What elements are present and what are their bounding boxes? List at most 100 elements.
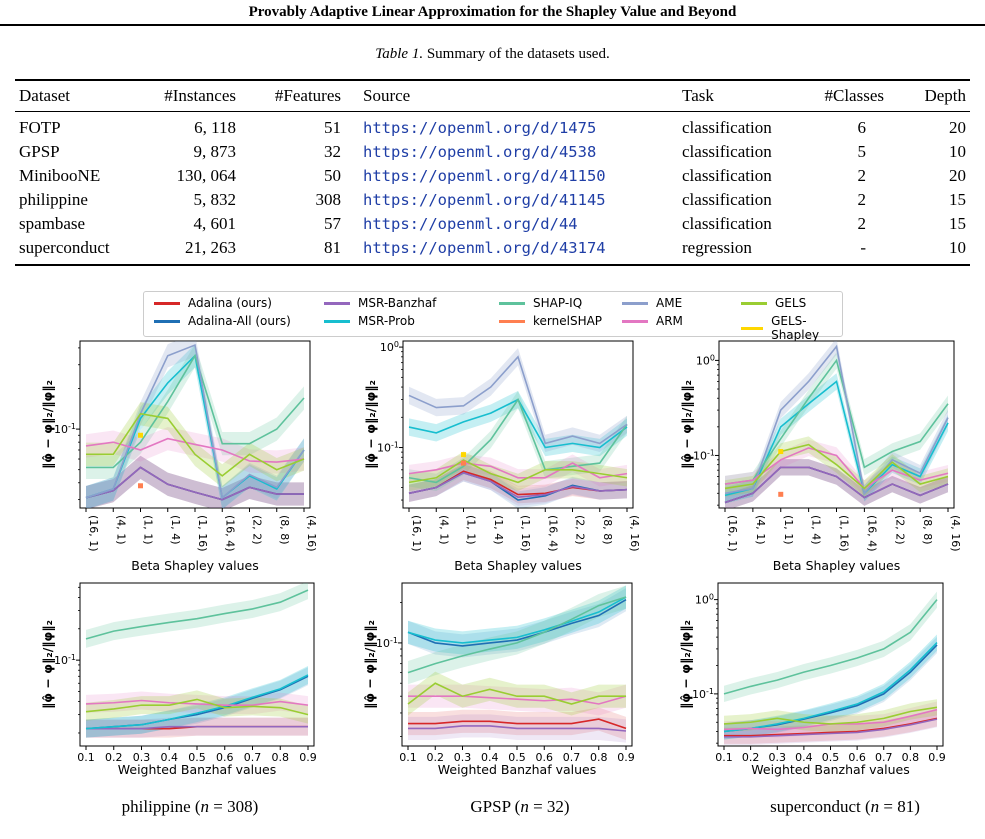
cell-features: 50 bbox=[324, 166, 341, 185]
series-band bbox=[86, 666, 308, 738]
cell-task: classification bbox=[682, 190, 772, 209]
cell-depth: 10 bbox=[949, 238, 966, 257]
series-line bbox=[408, 397, 628, 484]
subfig-label-gpsp: GPSP (n = 32) bbox=[470, 797, 570, 816]
legend-label: GELS-Shapley bbox=[771, 314, 820, 342]
col-task: Task bbox=[682, 86, 714, 105]
series-line bbox=[86, 412, 305, 477]
series-line bbox=[85, 589, 309, 640]
series-band bbox=[409, 348, 627, 453]
series-band bbox=[86, 455, 304, 508]
plot-area bbox=[85, 583, 309, 738]
x-tick-label: (4, 1) bbox=[437, 515, 450, 545]
plot-area bbox=[407, 585, 627, 743]
x-axis-label: Beta Shapley values bbox=[454, 558, 581, 573]
x-tick-label: (4, 16) bbox=[628, 515, 641, 552]
x-tick-label: 0.6 bbox=[216, 751, 234, 764]
series-band bbox=[725, 352, 948, 493]
x-tick-label: 0.4 bbox=[481, 751, 499, 764]
x-axis-label: Beta Shapley values bbox=[773, 558, 900, 573]
source-link[interactable]: https://openml.org/d/1475 bbox=[363, 119, 597, 137]
cell-dataset: philippine bbox=[19, 190, 88, 209]
col-dataset: Dataset bbox=[19, 86, 70, 105]
x-tick-label: 0.4 bbox=[161, 751, 179, 764]
y-axis-label: ‖φ̂ − φ‖₂/‖φ‖₂ bbox=[679, 380, 694, 469]
x-tick-label: 0.8 bbox=[272, 751, 290, 764]
series-line bbox=[85, 466, 304, 501]
cell-instances: 4, 601 bbox=[193, 214, 237, 233]
header-rule bbox=[0, 24, 985, 26]
x-tick-label: 0.9 bbox=[299, 751, 317, 764]
series-line bbox=[724, 466, 949, 504]
table-row: superconduct 21, 263 81 https://openml.o… bbox=[15, 236, 970, 260]
legend-item: GELS bbox=[741, 296, 806, 310]
paper-header: Provably Adaptive Linear Approximation f… bbox=[248, 4, 737, 20]
series-band bbox=[409, 464, 627, 506]
y-axis-label: ‖φ̂ − φ‖₂/‖φ‖₂ bbox=[363, 380, 378, 469]
legend-swatch bbox=[324, 319, 350, 323]
series-point bbox=[778, 491, 784, 497]
series-band bbox=[86, 344, 304, 480]
x-tick-label: 0.5 bbox=[188, 751, 206, 764]
x-tick-label: (4, 1) bbox=[754, 515, 767, 545]
y-tick-label: 10-1 bbox=[692, 686, 714, 701]
series-line bbox=[86, 725, 308, 730]
table-bottom-rule bbox=[15, 264, 970, 266]
cell-features: 51 bbox=[324, 118, 341, 137]
x-tick-label: (8, 8) bbox=[921, 515, 934, 545]
x-tick-label: 0.7 bbox=[875, 751, 893, 764]
series-line bbox=[724, 344, 949, 496]
legend-label: MSR-Banzhaf bbox=[358, 296, 437, 310]
legend-item: AME bbox=[622, 296, 682, 310]
series-point bbox=[461, 452, 466, 458]
subfig-n: 81 bbox=[897, 797, 915, 816]
x-tick-label: 0.9 bbox=[617, 751, 635, 764]
series-band bbox=[86, 583, 308, 648]
legend-label: kernelSHAP bbox=[533, 314, 603, 328]
panel-philippine-banzhaf: 0.1 0.2 0.3 0.4 0.5 0.6 0.7 0.8 0.9 Weighted Banz… bbox=[40, 582, 317, 777]
series-band bbox=[408, 585, 626, 655]
panel-philippine-beta: (16, 1) (4, 1) (1, 1) (1, 4) (1, 16) (16, 4) (… bbox=[40, 340, 318, 573]
table-row: FOTP 6, 118 51 https://openml.org/d/1475… bbox=[15, 116, 970, 140]
series-line bbox=[408, 355, 628, 445]
source-link[interactable]: https://openml.org/d/44 bbox=[363, 215, 578, 233]
legend-label: Adalina (ours) bbox=[188, 296, 272, 310]
cell-classes: 2 bbox=[857, 214, 867, 233]
series-band bbox=[408, 585, 626, 685]
x-tick-label: 0.9 bbox=[928, 751, 946, 764]
x-axis-label: Beta Shapley values bbox=[131, 558, 258, 573]
x-tick-label: 0.2 bbox=[105, 751, 123, 764]
cell-classes: 2 bbox=[857, 190, 867, 209]
legend-item: Adalina-All (ours) bbox=[154, 314, 291, 328]
series-line bbox=[724, 717, 938, 737]
legend-label: GELS bbox=[775, 296, 807, 310]
subfig-n: 32 bbox=[546, 797, 564, 816]
x-tick-label: 0.4 bbox=[795, 751, 813, 764]
x-tick-label: 0.1 bbox=[399, 751, 417, 764]
x-tick-label: (1, 16) bbox=[838, 515, 851, 552]
source-link[interactable]: https://openml.org/d/41150 bbox=[363, 167, 606, 185]
series-line bbox=[408, 471, 628, 499]
x-axis-label: Weighted Banzhaf values bbox=[438, 762, 596, 777]
series-band bbox=[408, 684, 626, 716]
series-line bbox=[408, 695, 627, 705]
x-tick-label: 0.8 bbox=[590, 751, 608, 764]
source-link[interactable]: https://openml.org/d/41145 bbox=[363, 191, 606, 209]
legend-swatch bbox=[622, 301, 648, 305]
legend-label: AME bbox=[656, 296, 683, 310]
x-tick-label: (1, 16) bbox=[519, 515, 532, 552]
x-axis-label: Weighted Banzhaf values bbox=[118, 762, 276, 777]
source-link[interactable]: https://openml.org/d/43174 bbox=[363, 239, 606, 257]
cell-depth: 10 bbox=[949, 142, 966, 161]
legend-item: Adalina (ours) bbox=[154, 296, 272, 310]
series-band bbox=[86, 341, 304, 508]
legend-item: kernelSHAP bbox=[499, 314, 602, 328]
subfig-label-superconduct: superconduct (n = 81) bbox=[770, 797, 920, 816]
x-tick-label: (2, 2) bbox=[251, 515, 264, 545]
x-tick-label: (16, 4) bbox=[223, 515, 236, 552]
x-tick-label: (16, 1) bbox=[410, 515, 423, 552]
x-tick-label: (1, 4) bbox=[492, 515, 505, 545]
source-link[interactable]: https://openml.org/d/4538 bbox=[363, 143, 597, 161]
series-band bbox=[86, 717, 308, 738]
cell-task: classification bbox=[682, 166, 772, 185]
